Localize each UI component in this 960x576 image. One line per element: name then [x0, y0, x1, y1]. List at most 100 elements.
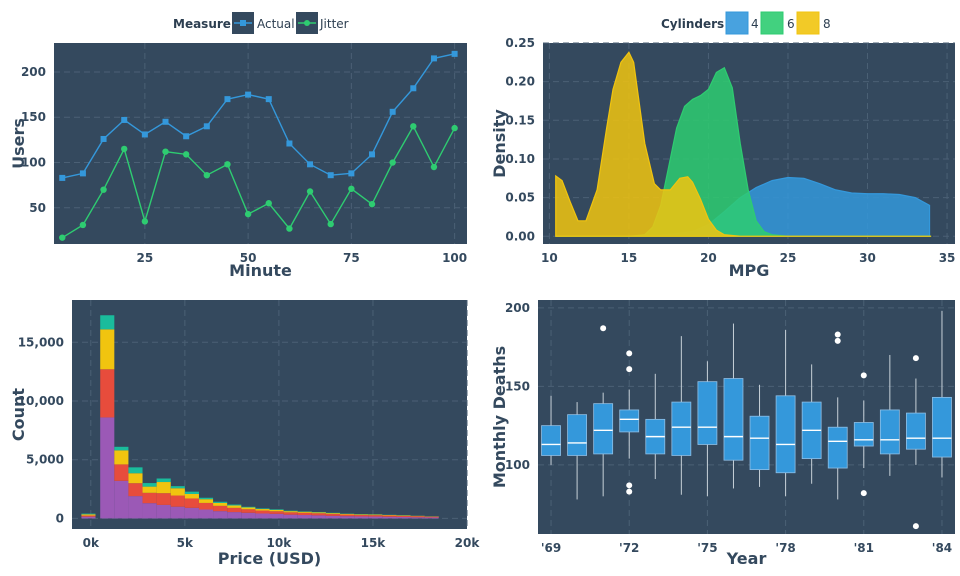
hist-bar-purple [100, 417, 115, 519]
legend: Cylinders 4 6 8 [661, 11, 831, 35]
box-1982 [879, 354, 900, 476]
box-1983 [906, 355, 926, 530]
box-1972 [619, 350, 640, 495]
y-tick-label: 150 [505, 379, 530, 393]
hist-bar-purple [142, 503, 157, 519]
hist-bar-yellow [213, 502, 228, 506]
y-axis-title: Users [9, 118, 28, 169]
box-iqr [827, 426, 848, 469]
data-point-actual [430, 55, 437, 62]
legend-label: Actual [257, 17, 295, 31]
x-tick-label: '81 [854, 541, 874, 555]
outlier-point [626, 488, 633, 495]
legend-label: 6 [787, 17, 795, 31]
box-iqr [697, 381, 718, 445]
y-tick-label: 0 [56, 511, 64, 525]
chart-2: 10 15 20 25 30 35 0.00 0.05 0.10 0.15 0.20 0.25 MPG D… [490, 11, 956, 280]
box-iqr [567, 414, 587, 456]
data-point-jitter [286, 225, 293, 232]
hist-bar-red [255, 510, 270, 514]
outlier-point [626, 366, 633, 373]
hist-bar-red [382, 515, 397, 517]
hist-bar-red [198, 502, 214, 510]
hist-bar-red [325, 513, 341, 516]
data-point-jitter [348, 185, 355, 192]
hist-bar-teal [114, 446, 129, 451]
hist-bar-red [156, 493, 171, 505]
outlier-point [834, 331, 841, 338]
hist-bar-purple [241, 512, 256, 519]
hist-bar-red [368, 515, 383, 517]
y-tick-label: 0.10 [505, 152, 535, 166]
data-point-actual [224, 96, 231, 103]
legend-label: 4 [751, 17, 759, 31]
box-iqr [906, 412, 926, 450]
hist-bar-purple [340, 516, 355, 519]
data-point-actual [183, 133, 190, 140]
hist-bar-red [213, 505, 228, 512]
hist-bar-teal [213, 501, 228, 503]
density-area-cyl-8 [555, 51, 932, 237]
hist-bar-red [114, 464, 129, 481]
box-iqr [723, 378, 744, 461]
hist-bar-purple [269, 513, 284, 519]
hist-bar-purple [81, 516, 96, 519]
outlier-point [600, 325, 607, 332]
y-tick-label: 15,000 [18, 335, 64, 349]
hist-bar-purple [227, 512, 242, 519]
hist-bar-teal [255, 508, 270, 510]
data-point-actual [369, 151, 376, 158]
data-point-jitter [430, 163, 438, 171]
x-tick-label: 5k [177, 536, 194, 550]
y-tick-label: 0.00 [505, 229, 535, 243]
hist-bar-red [184, 498, 199, 508]
x-tick-label: 0k [83, 536, 100, 550]
hist-bar-yellow [340, 513, 355, 515]
hist-bar-red [396, 515, 411, 518]
hist-bar-red [170, 495, 185, 507]
y-axis-title: Density [490, 109, 509, 178]
series-line-actual [62, 53, 455, 179]
chart-4: '69 '72 '75 '78 '81 '84 100 150 200 Year Monthly D… [490, 300, 955, 568]
x-axis-title: Year [726, 549, 767, 568]
data-point-actual [451, 50, 458, 57]
box-1970 [567, 402, 587, 500]
x-tick-label: 35 [939, 251, 956, 265]
box-1976 [723, 323, 744, 489]
y-tick-label: 5,000 [26, 453, 64, 467]
data-point-actual [100, 135, 107, 142]
hist-bar-red [100, 369, 115, 418]
box-1969 [541, 395, 561, 465]
hist-bar-yellow [170, 488, 185, 496]
hist-bar-purple [368, 516, 383, 519]
hist-bar-purple [114, 480, 129, 519]
hist-bar-yellow [184, 494, 199, 499]
data-point-actual [121, 116, 128, 123]
outlier-point [860, 490, 867, 497]
data-point-actual [59, 174, 66, 181]
hist-bar-red [227, 507, 242, 513]
data-point-jitter [100, 186, 107, 193]
legend-key [725, 11, 749, 35]
data-point-actual [265, 96, 272, 103]
data-point-actual [307, 161, 314, 168]
y-tick-label: 100 [505, 458, 530, 472]
hist-bar-red [142, 492, 157, 504]
hist-bar-red [81, 515, 96, 517]
hist-bar-yellow [114, 450, 129, 465]
x-tick-label: 30 [859, 251, 876, 265]
data-point-actual [141, 131, 148, 138]
legend: Measure Actual Jitter [173, 12, 349, 34]
hist-bar-yellow [227, 505, 242, 508]
hist-bar-teal [227, 504, 242, 506]
hist-bar-purple [382, 516, 397, 519]
data-point-jitter [306, 188, 314, 195]
data-point-jitter [162, 148, 169, 155]
data-point-actual [203, 123, 210, 130]
data-point-actual [245, 91, 252, 98]
legend-title: Cylinders [661, 17, 724, 31]
box-iqr [879, 409, 900, 455]
hist-bar-purple [213, 511, 228, 519]
box-iqr [775, 395, 796, 474]
x-tick-label: 25 [137, 251, 154, 265]
